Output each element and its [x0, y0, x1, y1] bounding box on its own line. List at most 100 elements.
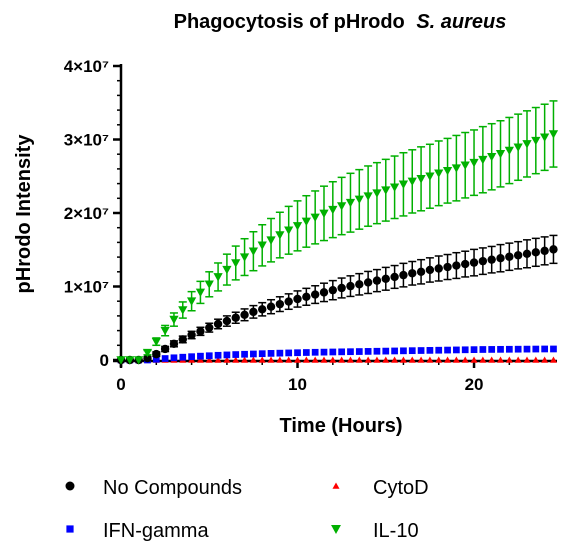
- data-point: [328, 285, 338, 295]
- data-point: [248, 247, 259, 256]
- data-point: [319, 288, 329, 297]
- x-axis-title: Time (Hours): [280, 415, 403, 437]
- data-point: [161, 355, 169, 362]
- data-point: [497, 345, 504, 353]
- data-point: [400, 347, 407, 355]
- data-point: [382, 356, 390, 363]
- legend-label: IL-10: [373, 520, 419, 542]
- data-point: [355, 280, 364, 289]
- data-point: [461, 356, 469, 363]
- data-point: [453, 346, 460, 354]
- data-point: [320, 356, 328, 363]
- data-point: [523, 345, 531, 353]
- y-tick-label: 3×10⁷: [64, 131, 109, 150]
- data-point: [408, 347, 416, 355]
- chart-title-italic: S. aureus: [416, 11, 506, 33]
- data-point: [495, 150, 506, 159]
- data-point: [549, 356, 557, 363]
- legend-label: CytoD: [373, 477, 429, 499]
- data-point: [425, 265, 435, 275]
- data-point: [294, 356, 302, 363]
- data-point: [505, 252, 514, 261]
- data-point: [170, 354, 178, 362]
- data-point: [302, 356, 310, 363]
- data-point: [345, 198, 356, 208]
- data-point: [452, 261, 461, 270]
- data-point: [382, 347, 390, 355]
- data-point: [250, 350, 257, 358]
- data-point: [284, 297, 293, 306]
- data-point: [531, 136, 541, 146]
- data-point: [488, 346, 496, 353]
- legend-marker: [332, 482, 340, 489]
- data-point: [328, 205, 338, 215]
- data-point: [204, 280, 214, 289]
- data-point: [372, 276, 382, 285]
- legend-item-ifn-gamma: IFN-gamma: [66, 520, 209, 542]
- axes: 0 1×10⁷ 2×10⁷ 3×10⁷ 4×10⁷ 0 10 20: [64, 57, 557, 394]
- data-point: [425, 172, 435, 181]
- data-point: [469, 258, 479, 267]
- data-point: [426, 356, 434, 363]
- data-point: [301, 217, 311, 227]
- data-point: [408, 356, 416, 363]
- data-point: [134, 356, 144, 365]
- series-no-compounds: [116, 234, 558, 365]
- data-point: [523, 356, 531, 363]
- data-point: [363, 192, 373, 201]
- data-point: [347, 348, 354, 356]
- legend-item-no-compounds: No Compounds: [65, 477, 242, 499]
- y-tick-label: 1×10⁷: [64, 278, 109, 297]
- data-point: [451, 164, 462, 173]
- data-point: [417, 356, 425, 363]
- data-point: [197, 352, 204, 360]
- legend-item-cytod: CytoD: [332, 477, 429, 499]
- data-point: [435, 356, 443, 363]
- data-point: [513, 143, 523, 152]
- data-point: [178, 306, 188, 315]
- data-point: [416, 267, 426, 276]
- data-point: [276, 349, 284, 357]
- data-point: [549, 245, 558, 254]
- data-point: [222, 316, 232, 326]
- data-point: [488, 356, 496, 363]
- data-point: [426, 347, 434, 354]
- data-point: [214, 351, 222, 359]
- data-point: [223, 356, 231, 363]
- data-point: [205, 323, 214, 332]
- data-point: [205, 352, 213, 360]
- data-point: [258, 305, 267, 314]
- data-point: [435, 346, 443, 354]
- data-point: [522, 249, 532, 258]
- data-point: [399, 356, 407, 363]
- data-point: [417, 347, 425, 354]
- data-point: [267, 356, 275, 363]
- data-point: [311, 356, 319, 363]
- y-axis-title: pHrodo Intensity: [13, 134, 35, 294]
- data-point: [532, 356, 540, 363]
- data-point: [399, 270, 408, 280]
- data-point: [478, 155, 488, 165]
- data-point: [444, 356, 452, 363]
- data-point: [284, 226, 294, 235]
- data-point: [205, 356, 213, 363]
- data-point: [196, 356, 204, 363]
- data-point: [470, 346, 478, 353]
- data-point: [214, 356, 222, 363]
- data-point: [169, 315, 179, 325]
- data-point: [195, 288, 206, 297]
- data-point: [151, 337, 161, 347]
- data-point: [187, 330, 196, 340]
- chart-title-main: Phagocytosis of pHrodo: [174, 11, 405, 33]
- data-point: [460, 161, 470, 170]
- data-point: [319, 209, 329, 218]
- data-point: [232, 351, 240, 358]
- data-point: [152, 355, 160, 363]
- data-point: [416, 175, 426, 184]
- data-point: [355, 356, 363, 363]
- data-point: [213, 319, 223, 329]
- legend-item-il-10: IL-10: [331, 520, 419, 542]
- data-point: [125, 356, 135, 365]
- y-tick-label: 4×10⁷: [64, 57, 109, 76]
